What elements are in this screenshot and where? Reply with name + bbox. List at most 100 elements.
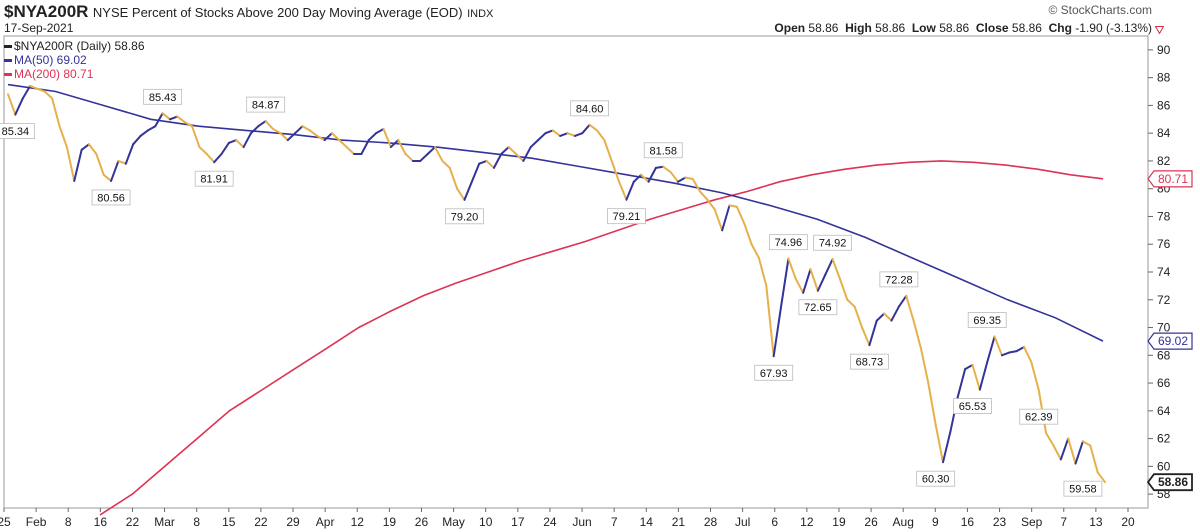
price-segment xyxy=(610,159,621,183)
price-segment xyxy=(87,143,98,155)
price-segment xyxy=(110,159,120,182)
ma50-line xyxy=(7,83,1104,342)
price-segment xyxy=(515,153,525,162)
chg-value: -1.90 (-3.13%) xyxy=(1075,21,1152,35)
price-segment xyxy=(36,87,46,93)
price-segment xyxy=(735,205,746,225)
price-segment xyxy=(780,257,790,308)
annotation-box xyxy=(607,208,646,225)
y-tick-label: 86 xyxy=(1157,98,1171,112)
price-segment xyxy=(80,143,90,151)
price-segment xyxy=(58,125,68,149)
price-segment xyxy=(404,153,414,162)
annotation: 80.56 xyxy=(91,189,131,206)
x-tick-label: 7 xyxy=(1060,515,1067,529)
price-segment xyxy=(220,141,230,155)
annotation-label: 68.73 xyxy=(856,357,884,369)
price-segment xyxy=(897,294,908,308)
x-tick-label: 25 xyxy=(0,515,11,529)
price-segment xyxy=(1023,345,1033,364)
price-segment xyxy=(743,222,753,246)
price-line xyxy=(7,84,1106,484)
close-value: 58.86 xyxy=(1011,21,1042,35)
price-segment xyxy=(551,129,562,137)
price-segment xyxy=(640,173,650,183)
y-tick-label: 84 xyxy=(1157,126,1171,140)
open-label: Open xyxy=(774,21,806,35)
price-segment xyxy=(625,180,635,201)
price-segment xyxy=(500,146,510,155)
y-tick-label: 70 xyxy=(1157,321,1171,335)
annotation-box xyxy=(1019,408,1059,425)
price-segment xyxy=(1015,345,1026,353)
price-segment xyxy=(942,430,952,464)
ma50-series xyxy=(7,83,1104,342)
price-segment xyxy=(389,139,400,149)
annotation: 59.58 xyxy=(1063,480,1103,497)
price-segment xyxy=(971,364,981,391)
annotation-label: 84.60 xyxy=(576,103,604,115)
annotation-label: 65.53 xyxy=(959,401,987,413)
down-triangle-icon xyxy=(1155,26,1164,34)
price-badge: 80.71 xyxy=(1147,170,1193,188)
brand-link[interactable]: © StockCharts.com xyxy=(1048,3,1152,17)
price-segment xyxy=(676,176,687,183)
price-segment xyxy=(382,128,392,149)
price-segment xyxy=(647,166,657,183)
chg-label: Chg xyxy=(1048,21,1072,35)
annotation-box xyxy=(445,208,484,225)
annotation-box xyxy=(916,470,956,487)
price-segment xyxy=(978,361,989,391)
price-segment xyxy=(146,125,157,132)
ma200-series xyxy=(99,160,1104,516)
x-tick-label: 22 xyxy=(126,515,140,529)
price-segment xyxy=(654,165,665,169)
price-segment xyxy=(478,159,488,165)
price-segment xyxy=(242,132,252,149)
annotation: 74.92 xyxy=(813,234,852,251)
price-segment xyxy=(1045,432,1055,447)
price-segment xyxy=(595,129,606,142)
annotation-box xyxy=(769,234,808,251)
x-tick-label: 28 xyxy=(704,515,718,529)
price-segment xyxy=(191,125,201,149)
price-segment xyxy=(537,132,547,142)
price-segment xyxy=(618,180,628,201)
price-segment xyxy=(890,305,900,322)
price-segment xyxy=(750,243,760,260)
annotation-box xyxy=(953,398,992,414)
price-segment xyxy=(183,121,194,128)
price-segment xyxy=(868,319,878,347)
annotation-box xyxy=(194,170,234,187)
chart-legend: $NYA200R (Daily) 58.86 MA(50) 69.02 MA(2… xyxy=(4,39,145,81)
price-segment xyxy=(21,84,32,100)
price-segment xyxy=(441,159,451,169)
x-tick-label: Mar xyxy=(154,515,175,529)
legend-price: $NYA200R (Daily) 58.86 xyxy=(4,39,145,53)
price-segment xyxy=(794,277,805,294)
price-segment xyxy=(581,123,591,135)
price-segment xyxy=(853,305,864,329)
price-segment xyxy=(29,84,39,90)
price-segment xyxy=(912,319,922,350)
x-tick-label: Aug xyxy=(893,515,914,529)
x-tick-label: 19 xyxy=(383,515,397,529)
price-segment xyxy=(816,273,827,292)
x-tick-label: 19 xyxy=(832,515,846,529)
price-segment xyxy=(294,125,304,135)
price-segment xyxy=(706,198,716,211)
price-segment xyxy=(927,382,937,426)
x-tick-label: 15 xyxy=(222,515,236,529)
price-segment xyxy=(205,153,216,164)
x-tick-label: 13 xyxy=(1089,515,1103,529)
annotation: 74.96 xyxy=(769,234,808,251)
price-segment xyxy=(161,112,171,121)
annotation: 62.39 xyxy=(1019,408,1059,425)
price-segment xyxy=(168,115,179,121)
close-label: Close xyxy=(975,21,1009,35)
price-segment xyxy=(632,173,643,183)
price-segment xyxy=(338,139,348,149)
y-tick-label: 74 xyxy=(1157,265,1171,279)
